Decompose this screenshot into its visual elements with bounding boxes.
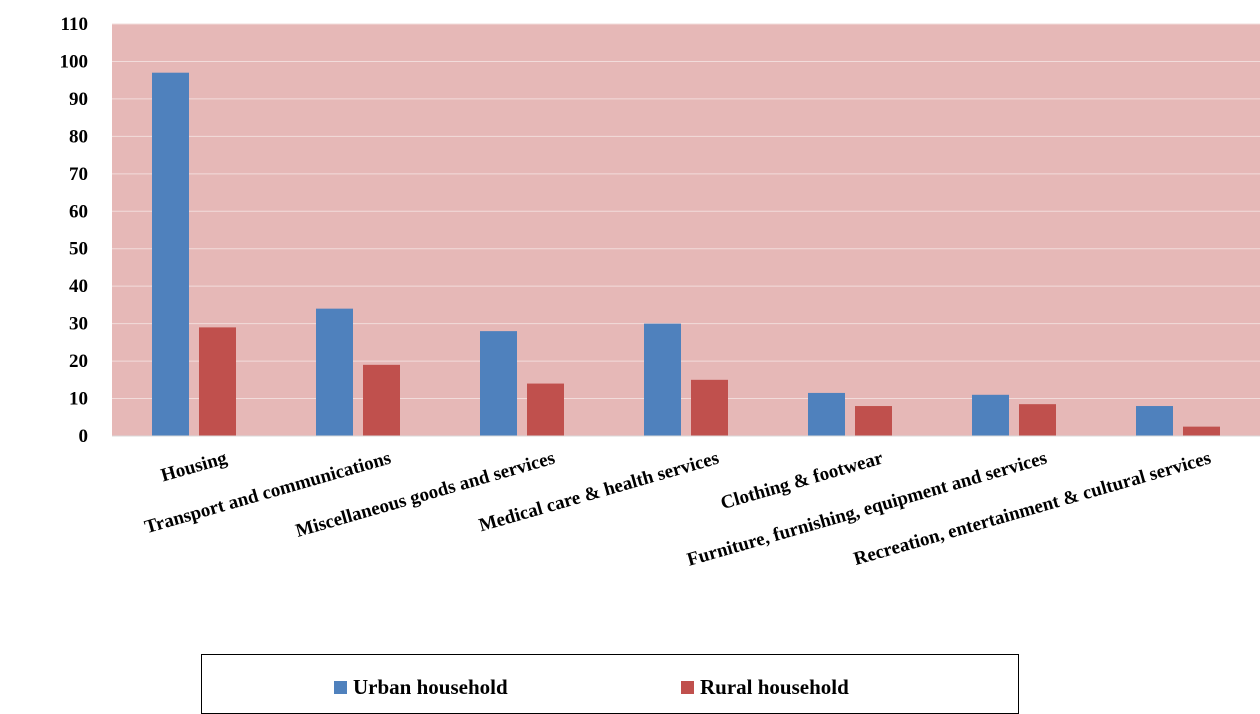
bar-urban xyxy=(480,331,517,436)
legend-label-urban: Urban household xyxy=(353,675,508,699)
bar-rural xyxy=(1183,426,1220,436)
y-tick-label: 60 xyxy=(69,201,88,222)
y-tick-label: 90 xyxy=(69,89,88,110)
legend: Urban household Rural household xyxy=(201,654,1019,714)
y-tick-label: 20 xyxy=(69,351,88,372)
legend-label-rural: Rural household xyxy=(700,675,849,699)
bar-urban xyxy=(1136,406,1173,436)
y-tick-label: 80 xyxy=(69,126,88,147)
bar-urban xyxy=(972,394,1009,436)
bar-rural xyxy=(1019,404,1056,436)
bar-urban xyxy=(152,72,189,436)
y-tick-label: 10 xyxy=(69,389,88,410)
y-tick-label: 110 xyxy=(61,14,88,35)
legend-item-rural: Rural household xyxy=(681,675,849,700)
bar-urban xyxy=(644,323,681,436)
legend-swatch-urban xyxy=(334,681,347,694)
y-tick-label: 30 xyxy=(69,314,88,335)
x-tick-label: Miscellaneous goods and services xyxy=(293,448,557,542)
bar-rural xyxy=(855,406,892,436)
bar-rural xyxy=(527,383,564,436)
legend-item-urban: Urban household xyxy=(334,675,508,700)
y-tick-label: 70 xyxy=(69,164,88,185)
bar-rural xyxy=(363,364,400,436)
bar-rural xyxy=(199,327,236,436)
x-tick-label: Housing xyxy=(159,447,230,486)
y-tick-label: 100 xyxy=(60,51,89,72)
bar-chart: 0102030405060708090100110HousingTranspor… xyxy=(60,14,1260,571)
bar-urban xyxy=(808,392,845,436)
plot-area xyxy=(112,24,1260,436)
y-tick-label: 40 xyxy=(69,276,88,297)
legend-swatch-rural xyxy=(681,681,694,694)
bar-rural xyxy=(691,379,728,436)
bar-urban xyxy=(316,308,353,436)
y-tick-label: 0 xyxy=(79,426,89,447)
y-tick-label: 50 xyxy=(69,239,88,260)
